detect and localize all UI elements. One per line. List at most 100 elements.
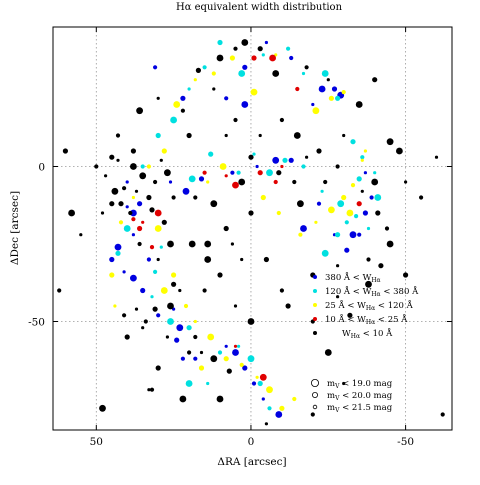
point-series-2 xyxy=(193,78,197,82)
point-series-4 xyxy=(217,272,223,278)
point-series-4 xyxy=(164,169,171,177)
point-series-1 xyxy=(155,132,161,139)
point-series-1 xyxy=(237,344,241,348)
point-series-1 xyxy=(252,152,256,156)
point-series-0 xyxy=(156,313,161,318)
point-series-0 xyxy=(288,157,294,163)
point-series-4 xyxy=(124,334,130,340)
point-series-4 xyxy=(224,133,228,138)
point-series-3 xyxy=(251,55,257,61)
point-series-4 xyxy=(156,96,160,100)
legend-marker-1 xyxy=(313,289,317,293)
point-series-4 xyxy=(99,404,106,412)
legend-label-4: WHα < 10 Å xyxy=(342,327,393,340)
mag-legend-label-2: mV < 21.5 mag xyxy=(327,403,393,414)
point-series-4 xyxy=(167,302,174,310)
y-tick-label: 0 xyxy=(38,162,45,174)
point-series-4 xyxy=(378,263,384,269)
point-series-0 xyxy=(193,356,198,361)
point-series-4 xyxy=(326,78,330,82)
point-series-4 xyxy=(155,365,161,371)
point-series-1 xyxy=(217,350,223,355)
point-series-1 xyxy=(266,169,273,177)
point-series-0 xyxy=(130,209,137,217)
point-series-0 xyxy=(363,171,367,175)
axis-ticks: 50 0 -50 0 -50 xyxy=(28,27,452,448)
point-series-4 xyxy=(149,387,155,392)
point-series-4 xyxy=(233,117,238,123)
point-series-0 xyxy=(180,356,185,361)
point-series-4 xyxy=(272,70,280,77)
point-series-0 xyxy=(114,243,122,251)
point-series-0 xyxy=(362,210,368,216)
point-series-2 xyxy=(211,71,216,76)
point-series-1 xyxy=(337,200,345,208)
point-series-4 xyxy=(240,257,244,262)
point-series-0 xyxy=(146,257,151,262)
point-series-0 xyxy=(344,247,350,253)
point-series-4 xyxy=(279,288,284,293)
point-series-3 xyxy=(273,179,278,185)
point-series-4 xyxy=(336,295,340,299)
point-series-4 xyxy=(210,200,218,208)
point-series-1 xyxy=(187,87,191,91)
point-series-1 xyxy=(374,194,382,201)
point-series-4 xyxy=(310,412,315,417)
point-series-4 xyxy=(180,108,185,113)
point-series-4 xyxy=(263,256,269,263)
point-series-0 xyxy=(140,287,146,294)
point-series-4 xyxy=(68,209,75,217)
point-series-2 xyxy=(109,272,115,278)
point-series-4 xyxy=(202,288,207,293)
point-series-1 xyxy=(186,325,192,331)
point-series-4 xyxy=(396,147,403,155)
point-series-0 xyxy=(176,324,184,332)
point-series-1 xyxy=(335,232,341,238)
point-series-4 xyxy=(199,350,204,355)
point-series-2 xyxy=(314,220,318,224)
point-series-4 xyxy=(193,195,198,200)
point-series-2 xyxy=(292,396,297,402)
grid-lines xyxy=(53,27,452,430)
chart-title: Hα equivalent width distribution xyxy=(176,2,343,13)
point-series-2 xyxy=(360,158,364,162)
point-series-0 xyxy=(131,233,135,237)
point-series-4 xyxy=(195,67,201,73)
mag-legend-label-1: mV < 20.0 mag xyxy=(327,391,393,402)
point-series-4 xyxy=(178,288,182,293)
point-series-2 xyxy=(154,225,162,232)
point-series-4 xyxy=(276,170,282,176)
point-series-4 xyxy=(386,240,394,248)
point-series-0 xyxy=(180,95,186,101)
point-series-1 xyxy=(321,70,329,77)
point-series-0 xyxy=(224,344,228,348)
point-series-0 xyxy=(130,274,137,282)
point-series-4 xyxy=(104,174,108,178)
point-series-3 xyxy=(295,86,300,92)
point-series-0 xyxy=(349,231,357,239)
point-series-4 xyxy=(161,219,167,225)
point-series-2 xyxy=(219,163,227,170)
point-series-1 xyxy=(321,249,329,257)
point-series-4 xyxy=(111,187,119,195)
point-series-4 xyxy=(285,303,291,309)
point-series-1 xyxy=(217,39,223,46)
point-series-1 xyxy=(202,65,207,70)
point-series-1 xyxy=(185,380,193,387)
point-series-2 xyxy=(350,183,356,188)
point-series-2 xyxy=(198,365,205,371)
point-series-4 xyxy=(165,335,169,339)
point-series-4 xyxy=(238,178,246,186)
point-series-4 xyxy=(316,148,322,154)
point-series-4 xyxy=(434,155,439,159)
point-series-0 xyxy=(230,170,235,175)
point-series-4 xyxy=(304,65,309,70)
point-series-4 xyxy=(335,164,340,169)
point-series-2 xyxy=(118,220,124,225)
point-series-0 xyxy=(125,180,129,184)
point-series-4 xyxy=(147,388,151,392)
point-series-4 xyxy=(342,381,346,386)
point-series-2 xyxy=(328,206,335,214)
